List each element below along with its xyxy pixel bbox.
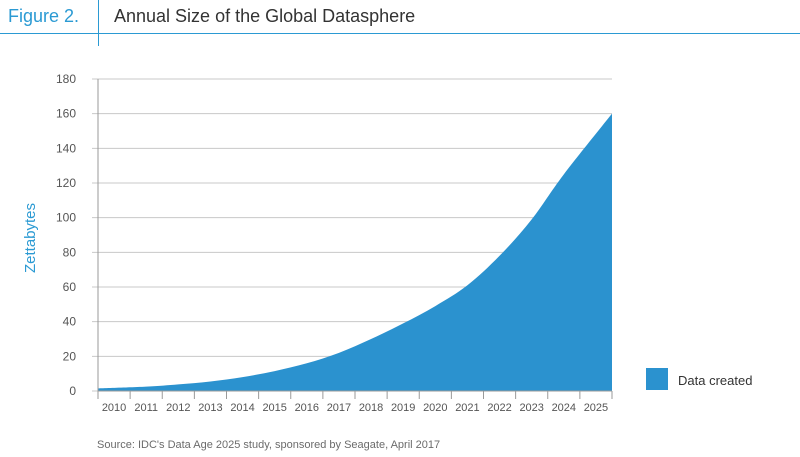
figure-label: Figure 2. (8, 6, 80, 26)
y-tick-label: 0 (69, 384, 76, 398)
x-tick-label: 2018 (359, 402, 383, 414)
area-series-layer (98, 113, 612, 392)
x-tick-label: 2011 (134, 402, 158, 414)
y-tick-label: 100 (56, 211, 76, 225)
source-note: Source: IDC's Data Age 2025 study, spons… (97, 439, 441, 451)
x-tick-label: 2016 (295, 402, 319, 414)
x-tick-label: 2017 (327, 402, 351, 414)
x-tick-label: 2014 (230, 402, 254, 414)
y-tick-label: 80 (63, 245, 77, 259)
y-tick-label: 60 (63, 280, 77, 294)
x-tick-label: 2022 (487, 402, 511, 414)
axes (97, 79, 613, 399)
x-tick-label: 2025 (584, 402, 608, 414)
legend: Data created (646, 368, 752, 390)
legend-label-data-created: Data created (678, 373, 752, 388)
y-tick-label: 120 (56, 176, 76, 190)
x-tick-label: 2019 (391, 402, 415, 414)
figure-header: Figure 2. Annual Size of the Global Data… (0, 0, 800, 34)
x-tick-label: 2020 (423, 402, 447, 414)
x-tick-label: 2012 (166, 402, 190, 414)
x-tick-labels: 2010 2011 2012 2013 2014 2015 2016 2017 2018 2019… (102, 402, 608, 414)
y-tick-label: 180 (56, 72, 76, 86)
y-tick-labels: 0 20 40 60 80 100 120 140 160 180 (56, 72, 76, 398)
x-tick-label: 2010 (102, 402, 126, 414)
y-tick-label: 160 (56, 107, 76, 121)
figure-title: Annual Size of the Global Datasphere (114, 6, 416, 26)
header-divider (98, 0, 99, 46)
area-series-data-created (98, 113, 612, 392)
y-tick-label: 20 (63, 349, 77, 363)
y-axis-label: Zettabytes (22, 203, 39, 273)
header-rule (0, 33, 800, 34)
x-tick-label: 2024 (552, 402, 576, 414)
y-tick-label: 40 (63, 315, 77, 329)
legend-swatch (646, 368, 668, 390)
x-tick-label: 2021 (455, 402, 479, 414)
x-tick-label: 2023 (519, 402, 543, 414)
x-tick-label: 2013 (198, 402, 222, 414)
y-tick-label: 140 (56, 141, 76, 155)
x-tick-label: 2015 (262, 402, 286, 414)
